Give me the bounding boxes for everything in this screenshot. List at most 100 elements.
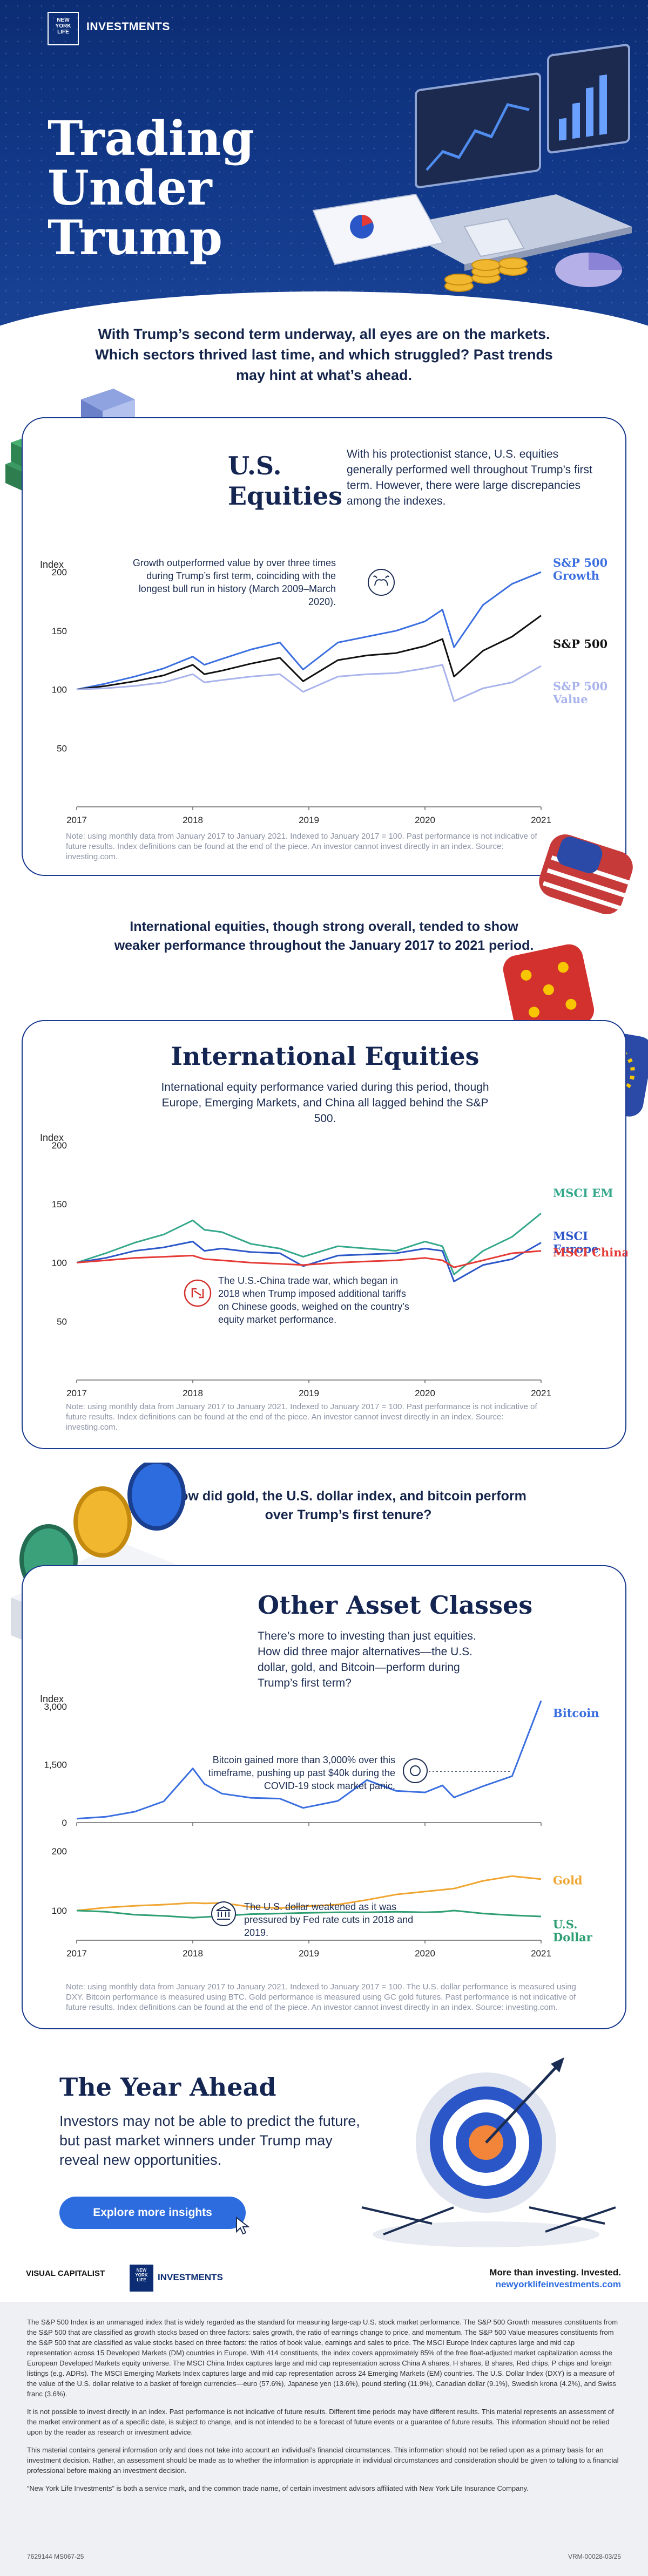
explore-insights-button[interactable]: Explore more insights <box>59 2197 246 2229</box>
us-legend-sp-500-value: S&P 500 Value <box>552 679 608 706</box>
gold-usd-x-tick-label: 2018 <box>183 1948 203 1959</box>
us-y-tick-label: 150 <box>52 626 67 636</box>
intl-equities-note: Note: using monthly data from January 20… <box>66 1402 537 1432</box>
footer-tagline: More than investing. Invested. newyorkli… <box>489 2267 621 2290</box>
us-y-tick-label: 200 <box>52 567 67 577</box>
nyl-logo: NEW YORK LIFE <box>48 12 79 45</box>
intl-lead-text: International equities, though strong ov… <box>114 919 534 953</box>
gold-usd-legend-gold: Gold <box>553 1874 583 1887</box>
gold-usd-legend-u-s-dollar: U.S. Dollar <box>553 1918 593 1944</box>
intl-y-axis-title: Index <box>40 1132 64 1143</box>
flag-cube-illustration <box>539 834 633 914</box>
other-assets-chart: Index 0 1,500 3,000 Bitcoin 100 200 2017 2018 201… <box>40 1694 599 1959</box>
gold-usd-x-tick-label: 2017 <box>66 1948 87 1959</box>
us-y-tick-label: 50 <box>57 743 67 753</box>
virus-icon-circle <box>403 1758 428 1783</box>
tagline-text: More than investing. Invested. <box>489 2267 621 2278</box>
btc-y-tick-label: 3,000 <box>44 1702 67 1712</box>
intl-line-msci-china <box>76 1250 542 1268</box>
gold-usd-x-tick-label: 2019 <box>299 1948 319 1959</box>
intl-annotation-text: The U.S.-China trade war, which began in… <box>218 1275 409 1325</box>
virus-icon <box>403 1758 428 1783</box>
disclaimer-performance: It is not possible to invest directly in… <box>27 2408 614 2436</box>
hero-dot-pattern <box>0 0 648 345</box>
intl-x-tick-label: 2021 <box>531 1388 551 1398</box>
us-line-sp-500-value <box>76 664 542 702</box>
other-lead-text: How did gold, the U.S. dollar index, and… <box>170 1488 526 1523</box>
other-assets-card: Other Asset Classes There’s more to inve… <box>22 1565 626 2029</box>
other-assets-title: Other Asset Classes <box>258 1591 533 1620</box>
page-title: Trading Under Trump <box>48 110 254 266</box>
bank-icon <box>211 1901 236 1926</box>
laptop-illustration <box>312 44 632 292</box>
cursor-icon <box>236 2216 250 2235</box>
btc-legend-bitcoin: Bitcoin <box>553 1706 599 1719</box>
hero-banner: NEW YORK LIFE INVESTMENTS Trading Under … <box>0 0 648 345</box>
disclaimer-codes: 7629144 MS067-25 VRM-00028-03/25 <box>27 2552 621 2562</box>
bull-icon-glyph <box>373 575 389 586</box>
disclaimer-general: This material contains general informati… <box>27 2446 619 2475</box>
btc-y-tick-label: 1,500 <box>44 1760 67 1770</box>
intl-x-tick-label: 2020 <box>415 1388 435 1398</box>
other-assets-note: Note: using monthly data from January 20… <box>66 1982 576 2012</box>
intl-legend-msci-em: MSCI EM <box>553 1186 613 1200</box>
intl-equities-description: International equity performance varied … <box>161 1081 489 1125</box>
gold-usd-y-tick-label: 100 <box>52 1906 67 1916</box>
footer-url[interactable]: newyorklifeinvestments.com <box>495 2279 621 2289</box>
intl-y-tick-label: 150 <box>52 1199 67 1209</box>
nyl-logo-small: NEW YORK LIFE <box>130 2265 153 2292</box>
intl-legend-msci-europe: MSCI Europe <box>553 1229 598 1256</box>
virus-icon-core <box>410 1765 421 1776</box>
gold-usd-line-gold <box>76 1875 542 1912</box>
btc-line-bitcoin <box>76 1700 542 1820</box>
intl-x-tick-label: 2019 <box>299 1388 319 1398</box>
footer-logos: VISUAL CAPITALIST NEW YORK LIFE INVESTME… <box>22 2261 626 2299</box>
intl-x-tick-label: 2018 <box>183 1388 203 1398</box>
intl-equities-card: International Equities International equ… <box>22 1020 627 1449</box>
trade-war-icon <box>184 1279 212 1307</box>
us-equities-chart: Index 50 100 150 200 2017 2018 2019 2020 2021 S&P … <box>40 556 608 825</box>
intl-y-tick-label: 100 <box>52 1258 67 1268</box>
year-ahead-description: Investors may not be able to predict the… <box>59 2113 360 2168</box>
btc-y-axis-title: Index <box>40 1694 64 1704</box>
gold-usd-line-u-s-dollar <box>76 1909 542 1919</box>
btc-y-tick-label: 0 <box>62 1818 67 1828</box>
bull-icon <box>368 569 395 596</box>
intl-x-tick-label: 2017 <box>66 1388 87 1398</box>
usd-annotation-text: The U.S. dollar weakened as it was pressu… <box>244 1901 413 1938</box>
us-line-sp-500-growth <box>76 571 542 690</box>
bank-icon-glyph <box>216 1906 231 1920</box>
us-x-tick-label: 2020 <box>415 815 435 825</box>
intl-equities-chart: Index 50 100 150 200 2017 2018 2019 2020 2021 MSCI… <box>40 1132 627 1398</box>
disclaimer-index-definitions: The S&P 500 Index is an unmanaged index … <box>27 2318 618 2398</box>
us-annotation-text: Growth outperformed value by over three … <box>133 558 336 607</box>
code-right: VRM-00028-03/25 <box>568 2553 621 2560</box>
nyl-investments-name: INVESTMENTS <box>158 2272 223 2282</box>
code-left: 7629144 MS067-25 <box>27 2553 84 2560</box>
us-equities-title: U.S. Equities <box>228 451 343 511</box>
us-equities-description: With his protectionist stance, U.S. equi… <box>347 448 592 507</box>
bank-icon-circle <box>211 1901 236 1926</box>
trade-war-icon-glyph <box>191 1288 204 1299</box>
disclaimer-block: The S&P 500 Index is an unmanaged index … <box>0 2302 648 2576</box>
intro-text: With Trump’s second term underway, all e… <box>95 326 553 383</box>
brand-name: INVESTMENTS <box>86 21 170 33</box>
us-x-tick-label: 2017 <box>66 815 87 825</box>
intl-equities-title: International Equities <box>171 1042 480 1071</box>
us-legend-sp-500-growth: S&P 500 Growth <box>553 556 608 582</box>
us-legend-sp-500: S&P 500 <box>553 637 608 650</box>
us-y-axis-title: Index <box>40 559 64 570</box>
disclaimer-trademark: “New York Life Investments” is both a se… <box>27 2484 529 2492</box>
bull-icon-circle <box>368 569 395 596</box>
us-y-tick-label: 100 <box>52 685 67 695</box>
intl-line-msci-em <box>76 1213 542 1275</box>
gold-usd-x-tick-label: 2020 <box>415 1948 435 1959</box>
gold-usd-x-tick-label: 2021 <box>531 1948 551 1959</box>
other-assets-description: There’s more to investing than just equi… <box>258 1630 476 1689</box>
us-equities-note: Note: using monthly data from January 20… <box>66 832 537 861</box>
intl-line-msci-europe <box>76 1240 542 1282</box>
year-ahead-title: The Year Ahead <box>59 2072 276 2102</box>
btc-annotation-text: Bitcoin gained more than 3,000% over thi… <box>208 1755 395 1791</box>
us-x-tick-label: 2018 <box>183 815 203 825</box>
target-arrows-illustration <box>361 2057 616 2247</box>
